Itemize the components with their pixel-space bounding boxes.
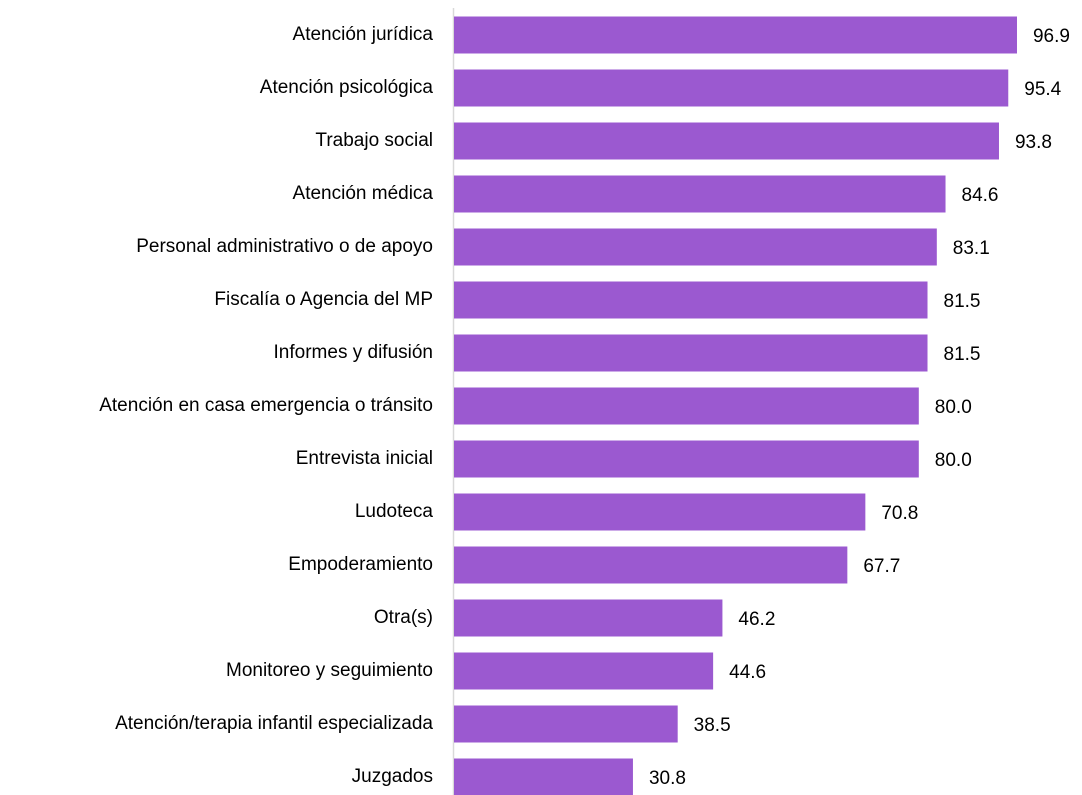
value-label: 84.6 bbox=[962, 185, 999, 206]
bar bbox=[454, 16, 1017, 54]
bar bbox=[454, 69, 1009, 107]
value-label: 67.7 bbox=[863, 556, 900, 577]
value-label: 46.2 bbox=[738, 609, 775, 630]
value-label: 83.1 bbox=[953, 238, 990, 259]
bar bbox=[454, 175, 946, 213]
value-label: 81.5 bbox=[944, 291, 981, 312]
bar bbox=[454, 281, 928, 319]
category-label: Atención jurídica bbox=[293, 24, 434, 45]
bar bbox=[454, 758, 633, 795]
value-label: 70.8 bbox=[881, 503, 918, 524]
category-label: Atención/terapia infantil especializada bbox=[115, 713, 433, 734]
value-label: 80.0 bbox=[935, 450, 972, 471]
category-label: Juzgados bbox=[352, 766, 433, 787]
category-label: Entrevista inicial bbox=[296, 448, 433, 469]
category-label: Trabajo social bbox=[315, 130, 433, 151]
category-label: Ludoteca bbox=[355, 501, 434, 522]
value-label: 44.6 bbox=[729, 662, 766, 683]
bar bbox=[454, 387, 919, 425]
bar bbox=[454, 493, 866, 531]
bar bbox=[454, 440, 919, 478]
category-label: Atención psicológica bbox=[260, 77, 434, 98]
category-label: Otra(s) bbox=[374, 607, 433, 628]
category-label: Monitoreo y seguimiento bbox=[226, 660, 433, 681]
value-label: 96.9 bbox=[1033, 26, 1070, 47]
category-label: Atención médica bbox=[293, 183, 434, 204]
bar bbox=[454, 228, 937, 266]
category-label: Personal administrativo o de apoyo bbox=[136, 236, 433, 257]
category-label: Empoderamiento bbox=[288, 554, 433, 575]
bar bbox=[454, 705, 678, 743]
category-label: Fiscalía o Agencia del MP bbox=[214, 289, 433, 310]
category-label: Atención en casa emergencia o tránsito bbox=[99, 395, 433, 416]
value-label: 93.8 bbox=[1015, 132, 1052, 153]
bar bbox=[454, 334, 928, 372]
bar bbox=[454, 122, 999, 160]
value-label: 95.4 bbox=[1024, 79, 1061, 100]
category-label: Informes y difusión bbox=[274, 342, 433, 363]
bar bbox=[454, 599, 723, 637]
value-label: 81.5 bbox=[944, 344, 981, 365]
value-label: 38.5 bbox=[694, 715, 731, 736]
value-label: 30.8 bbox=[649, 768, 686, 789]
bar bbox=[454, 652, 714, 690]
bar bbox=[454, 546, 848, 584]
value-label: 80.0 bbox=[935, 397, 972, 418]
